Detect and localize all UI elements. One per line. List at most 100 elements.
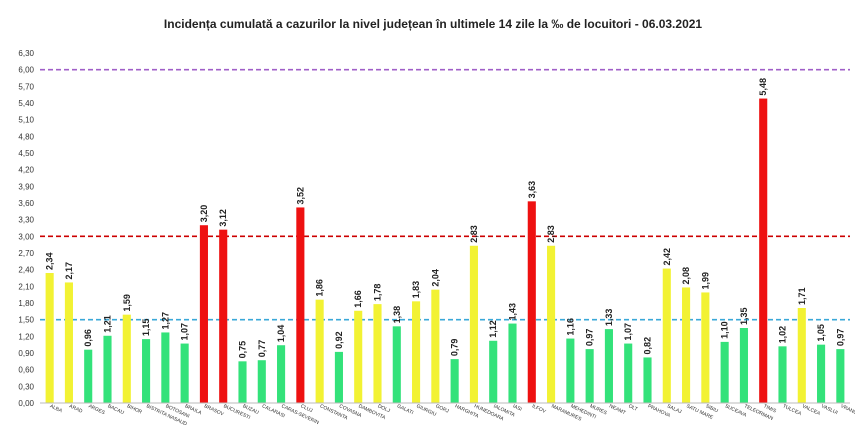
y-tick-label: 0,90 xyxy=(18,349,34,358)
data-label: 2,17 xyxy=(64,262,74,280)
y-tick-label: 1,50 xyxy=(18,316,34,325)
bar xyxy=(315,299,324,403)
bar xyxy=(392,326,401,403)
bar xyxy=(431,289,440,403)
bar xyxy=(412,301,421,403)
x-tick-label: BRASOV xyxy=(203,403,225,418)
x-tick-label: SIBIU xyxy=(705,403,720,414)
x-tick-label: GALATI xyxy=(396,403,414,416)
y-tick-label: 5,70 xyxy=(18,82,34,91)
data-label: 1,07 xyxy=(623,323,633,341)
bar xyxy=(142,339,151,403)
x-tick-label: ARAD xyxy=(68,403,83,414)
x-tick-label: DOLJ xyxy=(377,403,392,414)
x-tick-label: NEAMT xyxy=(608,403,626,416)
data-label: 1,07 xyxy=(180,323,190,341)
x-tick-label: VALCEA xyxy=(801,403,822,417)
bars xyxy=(45,98,845,404)
y-tick-label: 3,00 xyxy=(18,232,34,241)
bar xyxy=(508,323,517,403)
x-tick-label: GIURGIU xyxy=(415,403,437,418)
bar xyxy=(296,207,305,403)
data-label: 2,34 xyxy=(45,252,55,270)
x-tick-label: VASLUI xyxy=(820,403,838,416)
bar xyxy=(257,360,266,403)
data-label: 3,20 xyxy=(199,205,209,223)
bar xyxy=(566,338,575,403)
y-tick-label: 4,50 xyxy=(18,149,34,158)
bar xyxy=(354,310,363,403)
data-label: 0,82 xyxy=(643,337,653,355)
data-label: 2,08 xyxy=(681,267,691,285)
bar xyxy=(778,346,787,403)
x-tick-label: CLUJ xyxy=(300,403,314,414)
y-tick-label: 5,10 xyxy=(18,116,34,125)
data-label: 1,02 xyxy=(778,326,788,344)
data-label: 1,83 xyxy=(411,281,421,299)
data-label: 1,33 xyxy=(604,309,614,327)
bar xyxy=(797,308,806,403)
data-label: 2,04 xyxy=(430,269,440,287)
y-axis: 0,00 0,30 0,60 0,90 1,20 1,50 1,80 2,10 2,40 2,70… xyxy=(18,49,34,408)
y-tick-label: 2,10 xyxy=(18,282,34,291)
data-label: 1,59 xyxy=(122,294,132,312)
bar xyxy=(161,332,170,403)
y-tick-label: 2,40 xyxy=(18,266,34,275)
bar xyxy=(547,245,556,403)
bar xyxy=(682,287,691,403)
data-label: 0,75 xyxy=(238,341,248,359)
bar xyxy=(277,345,286,403)
bar xyxy=(238,361,247,403)
bar xyxy=(739,328,748,403)
data-label: 0,97 xyxy=(835,329,845,347)
data-label: 3,63 xyxy=(527,181,537,199)
data-label: 2,83 xyxy=(546,225,556,243)
data-label: 3,52 xyxy=(295,187,305,205)
data-label: 1,99 xyxy=(700,272,710,290)
y-tick-label: 0,30 xyxy=(18,382,34,391)
data-labels: 2,34 2,17 0,96 1,21 1,59 1,15 1,27 1,07 3,20 3,12… xyxy=(45,78,846,358)
chart-title: Incidența cumulată a cazurilor la nivel … xyxy=(164,17,703,31)
y-tick-label: 6,00 xyxy=(18,66,34,75)
data-label: 2,83 xyxy=(469,225,479,243)
x-tick-label: ARGES xyxy=(87,403,106,416)
data-label: 0,96 xyxy=(83,329,93,347)
y-tick-label: 5,40 xyxy=(18,99,34,108)
y-tick-label: 6,30 xyxy=(18,49,34,58)
x-tick-label: GORJ xyxy=(435,403,451,415)
y-tick-label: 4,20 xyxy=(18,166,34,175)
data-label: 2,42 xyxy=(662,248,672,266)
bar xyxy=(45,273,54,403)
bar xyxy=(604,329,613,403)
bar xyxy=(720,341,729,403)
bar xyxy=(527,201,536,403)
bar xyxy=(836,349,845,403)
bar xyxy=(373,304,382,403)
x-tick-label: VRANCEA xyxy=(840,403,855,419)
bar xyxy=(84,349,93,403)
data-label: 0,79 xyxy=(450,339,460,357)
bar xyxy=(817,344,826,403)
data-label: 1,27 xyxy=(160,312,170,330)
y-tick-label: 3,30 xyxy=(18,216,34,225)
x-tick-label: OLT xyxy=(627,403,638,412)
y-tick-label: 4,80 xyxy=(18,132,34,141)
data-label: 1,16 xyxy=(565,318,575,336)
bar xyxy=(489,340,498,403)
threshold-lines xyxy=(40,68,850,321)
y-tick-label: 0,60 xyxy=(18,366,34,375)
data-label: 1,21 xyxy=(103,315,113,333)
bar xyxy=(180,343,189,403)
bar xyxy=(122,314,131,403)
data-label: 1,05 xyxy=(816,324,826,342)
bar xyxy=(199,225,208,403)
data-label: 5,48 xyxy=(758,78,768,96)
x-tick-label: BACAU xyxy=(107,403,126,416)
y-tick-label: 2,70 xyxy=(18,249,34,258)
bar xyxy=(334,351,343,403)
x-tick-label: IASI xyxy=(512,403,523,412)
y-tick-label: 3,60 xyxy=(18,199,34,208)
data-label: 3,12 xyxy=(218,209,228,227)
x-tick-label: TIMIS xyxy=(762,403,777,414)
